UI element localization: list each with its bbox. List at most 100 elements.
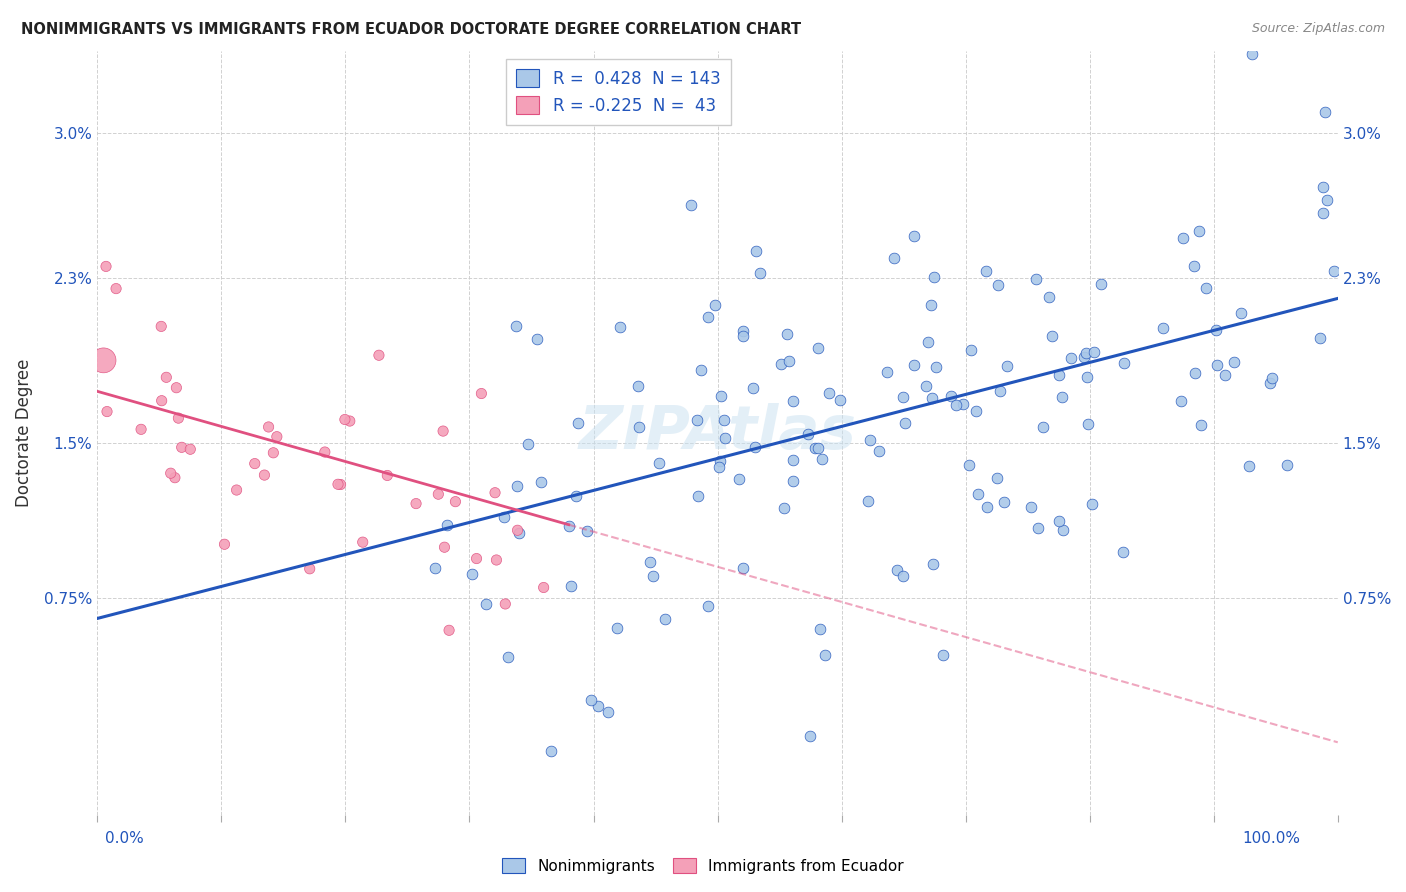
Point bbox=[475, 597, 498, 611]
Point bbox=[868, 444, 890, 458]
Point bbox=[797, 427, 820, 442]
Point bbox=[1021, 500, 1043, 514]
Point bbox=[298, 562, 321, 576]
Point bbox=[540, 744, 562, 758]
Point bbox=[856, 493, 879, 508]
Point bbox=[484, 485, 506, 500]
Point bbox=[713, 412, 735, 426]
Point bbox=[986, 471, 1008, 485]
Point bbox=[1059, 351, 1081, 365]
Point bbox=[165, 381, 187, 395]
Point bbox=[976, 500, 998, 514]
Point bbox=[93, 353, 115, 368]
Point bbox=[526, 332, 548, 346]
Point bbox=[326, 477, 349, 491]
Point bbox=[530, 475, 553, 489]
Point bbox=[1230, 306, 1253, 320]
Point bbox=[150, 319, 173, 334]
Point bbox=[710, 389, 733, 403]
Point bbox=[1026, 521, 1049, 535]
Point bbox=[437, 624, 460, 638]
Point bbox=[1312, 205, 1334, 219]
Point bbox=[903, 229, 925, 244]
Point bbox=[1081, 497, 1104, 511]
Point bbox=[1090, 277, 1112, 291]
Point bbox=[436, 517, 458, 532]
Point bbox=[1152, 320, 1174, 334]
Point bbox=[565, 489, 588, 503]
Point bbox=[163, 471, 186, 485]
Point bbox=[1171, 231, 1194, 245]
Point bbox=[1025, 272, 1047, 286]
Text: Source: ZipAtlas.com: Source: ZipAtlas.com bbox=[1251, 22, 1385, 36]
Point bbox=[329, 477, 352, 491]
Point bbox=[609, 320, 631, 334]
Point bbox=[461, 566, 484, 581]
Legend: Nonimmigrants, Immigrants from Ecuador: Nonimmigrants, Immigrants from Ecuador bbox=[496, 852, 910, 880]
Point bbox=[496, 650, 519, 665]
Point bbox=[1083, 345, 1105, 359]
Point bbox=[333, 412, 356, 426]
Point bbox=[690, 363, 713, 377]
Point bbox=[506, 523, 529, 537]
Text: ZIPAtlas: ZIPAtlas bbox=[578, 403, 856, 462]
Point bbox=[886, 563, 908, 577]
Point bbox=[243, 457, 266, 471]
Point bbox=[709, 454, 731, 468]
Point bbox=[225, 483, 247, 497]
Point bbox=[974, 264, 997, 278]
Point bbox=[627, 378, 650, 392]
Point bbox=[1038, 290, 1060, 304]
Point bbox=[508, 526, 530, 541]
Point bbox=[696, 310, 718, 324]
Point bbox=[627, 420, 650, 434]
Text: NONIMMIGRANTS VS IMMIGRANTS FROM ECUADOR DOCTORATE DEGREE CORRELATION CHART: NONIMMIGRANTS VS IMMIGRANTS FROM ECUADOR… bbox=[21, 22, 801, 37]
Point bbox=[1313, 104, 1336, 119]
Point bbox=[167, 411, 190, 425]
Point bbox=[579, 693, 602, 707]
Point bbox=[1040, 329, 1063, 343]
Point bbox=[427, 487, 450, 501]
Point bbox=[375, 468, 398, 483]
Point bbox=[1223, 355, 1246, 369]
Point bbox=[830, 392, 852, 407]
Point bbox=[567, 416, 589, 430]
Point bbox=[94, 260, 117, 274]
Point bbox=[505, 319, 527, 334]
Point bbox=[891, 569, 914, 583]
Point bbox=[485, 553, 508, 567]
Point bbox=[1047, 368, 1070, 383]
Point bbox=[368, 348, 391, 362]
Point bbox=[1076, 345, 1098, 359]
Point bbox=[558, 519, 581, 533]
Point bbox=[432, 424, 454, 438]
Point bbox=[494, 597, 516, 611]
Point bbox=[686, 413, 709, 427]
Point bbox=[814, 648, 837, 662]
Point bbox=[606, 621, 628, 635]
Point bbox=[967, 487, 990, 501]
Point bbox=[533, 581, 555, 595]
Point bbox=[883, 252, 905, 266]
Point bbox=[1184, 367, 1206, 381]
Point bbox=[995, 359, 1018, 373]
Point bbox=[808, 622, 831, 636]
Point bbox=[782, 474, 804, 488]
Point bbox=[640, 555, 662, 569]
Point bbox=[903, 359, 925, 373]
Point bbox=[266, 430, 288, 444]
Point bbox=[799, 730, 821, 744]
Point bbox=[1309, 331, 1331, 345]
Point bbox=[891, 391, 914, 405]
Point bbox=[957, 458, 980, 472]
Point bbox=[745, 244, 768, 259]
Point bbox=[1050, 390, 1073, 404]
Point bbox=[170, 440, 193, 454]
Point bbox=[945, 398, 967, 412]
Point bbox=[922, 558, 945, 572]
Point bbox=[405, 497, 427, 511]
Point bbox=[654, 611, 676, 625]
Text: 0.0%: 0.0% bbox=[105, 831, 145, 846]
Point bbox=[105, 282, 128, 296]
Point bbox=[1258, 376, 1281, 391]
